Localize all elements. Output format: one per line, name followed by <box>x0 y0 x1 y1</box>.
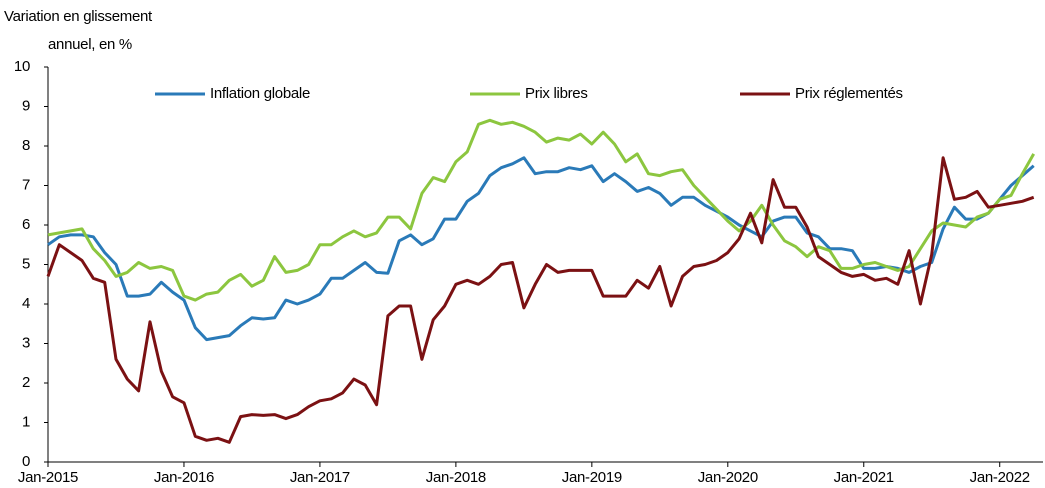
x-tick-label: Jan-2017 <box>290 469 350 486</box>
legend-label: Prix réglementés <box>795 85 903 102</box>
legend-label: Prix libres <box>525 85 588 102</box>
y-tick-label: 3 <box>22 334 30 351</box>
y-tick-label: 7 <box>22 176 30 193</box>
y-tick-label: 1 <box>22 413 30 430</box>
x-tick-label: Jan-2022 <box>970 469 1030 486</box>
y-tick-label: 2 <box>22 374 30 391</box>
y-tick-label: 5 <box>22 255 30 272</box>
x-tick-label: Jan-2016 <box>154 469 214 486</box>
y-tick-label: 6 <box>22 216 30 233</box>
x-tick-label: Jan-2021 <box>834 469 894 486</box>
x-tick-label: Jan-2018 <box>426 469 486 486</box>
y-axis-label: Variation en glissement <box>4 8 153 25</box>
y-tick-label: 4 <box>22 295 30 312</box>
series-line <box>46 156 1035 444</box>
x-tick-label: Jan-2020 <box>698 469 758 486</box>
legend-label: Inflation globale <box>210 85 310 102</box>
y-tick-label: 9 <box>22 97 30 114</box>
y-tick-label: 10 <box>14 58 30 75</box>
x-tick-label: Jan-2015 <box>18 469 78 486</box>
series-line <box>47 118 1036 302</box>
y-axis-label: annuel, en % <box>48 36 132 53</box>
y-tick-label: 8 <box>22 137 30 154</box>
series-line <box>47 156 1035 342</box>
y-tick-label: 0 <box>22 453 30 470</box>
x-tick-label: Jan-2019 <box>562 469 622 486</box>
